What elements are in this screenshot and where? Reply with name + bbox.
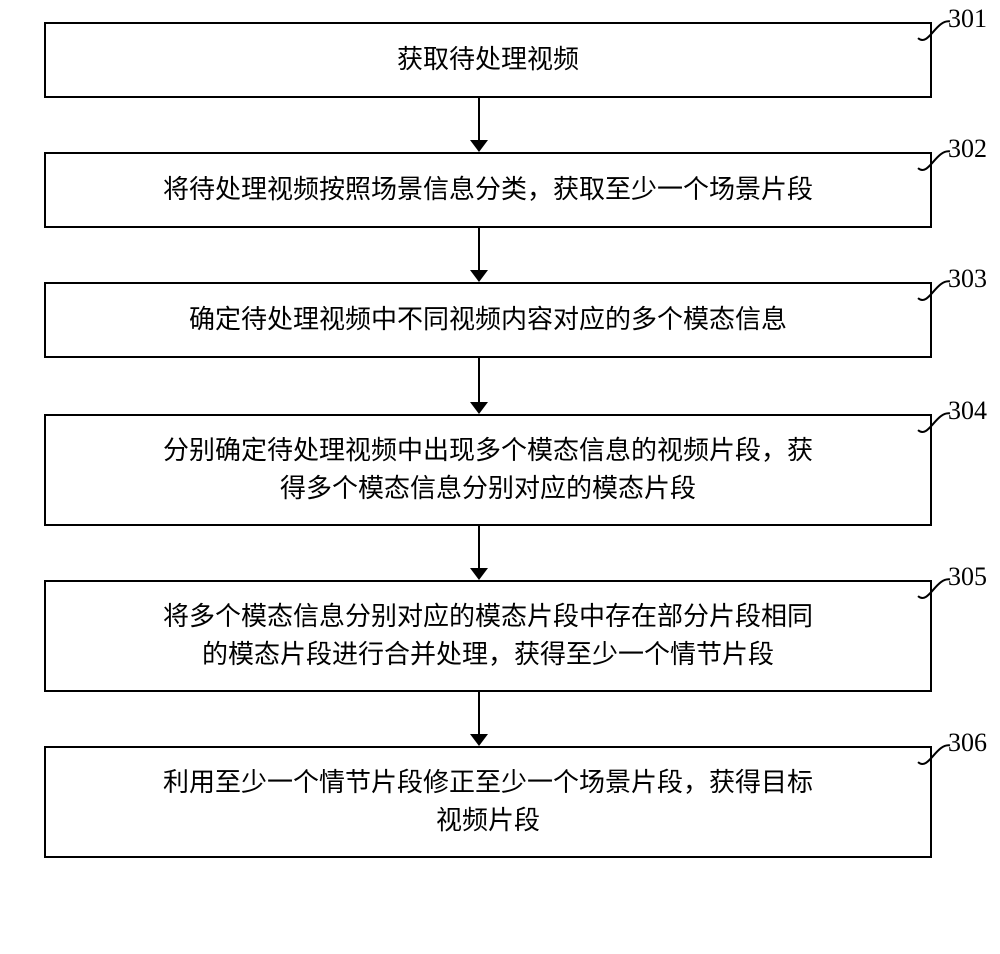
flow-arrow: [470, 358, 488, 419]
step-number-301: 301: [948, 4, 987, 34]
step-number-306: 306: [948, 728, 987, 758]
flow-step-n303: 确定待处理视频中不同视频内容对应的多个模态信息: [44, 282, 932, 358]
step-number-304: 304: [948, 396, 987, 426]
flow-arrow: [470, 526, 488, 585]
flow-step-n302: 将待处理视频按照场景信息分类，获取至少一个场景片段: [44, 152, 932, 228]
flow-step-n304: 分别确定待处理视频中出现多个模态信息的视频片段，获 得多个模态信息分别对应的模态…: [44, 414, 932, 526]
flow-arrow: [470, 98, 488, 157]
flow-step-n306: 利用至少一个情节片段修正至少一个场景片段，获得目标 视频片段: [44, 746, 932, 858]
flow-step-n301: 获取待处理视频: [44, 22, 932, 98]
step-number-303: 303: [948, 264, 987, 294]
step-number-302: 302: [948, 134, 987, 164]
flow-arrow: [470, 228, 488, 287]
flow-step-n305: 将多个模态信息分别对应的模态片段中存在部分片段相同 的模态片段进行合并处理，获得…: [44, 580, 932, 692]
flowchart-canvas: 获取待处理视频将待处理视频按照场景信息分类，获取至少一个场景片段确定待处理视频中…: [0, 0, 1000, 954]
flow-arrow: [470, 692, 488, 751]
step-number-305: 305: [948, 562, 987, 592]
